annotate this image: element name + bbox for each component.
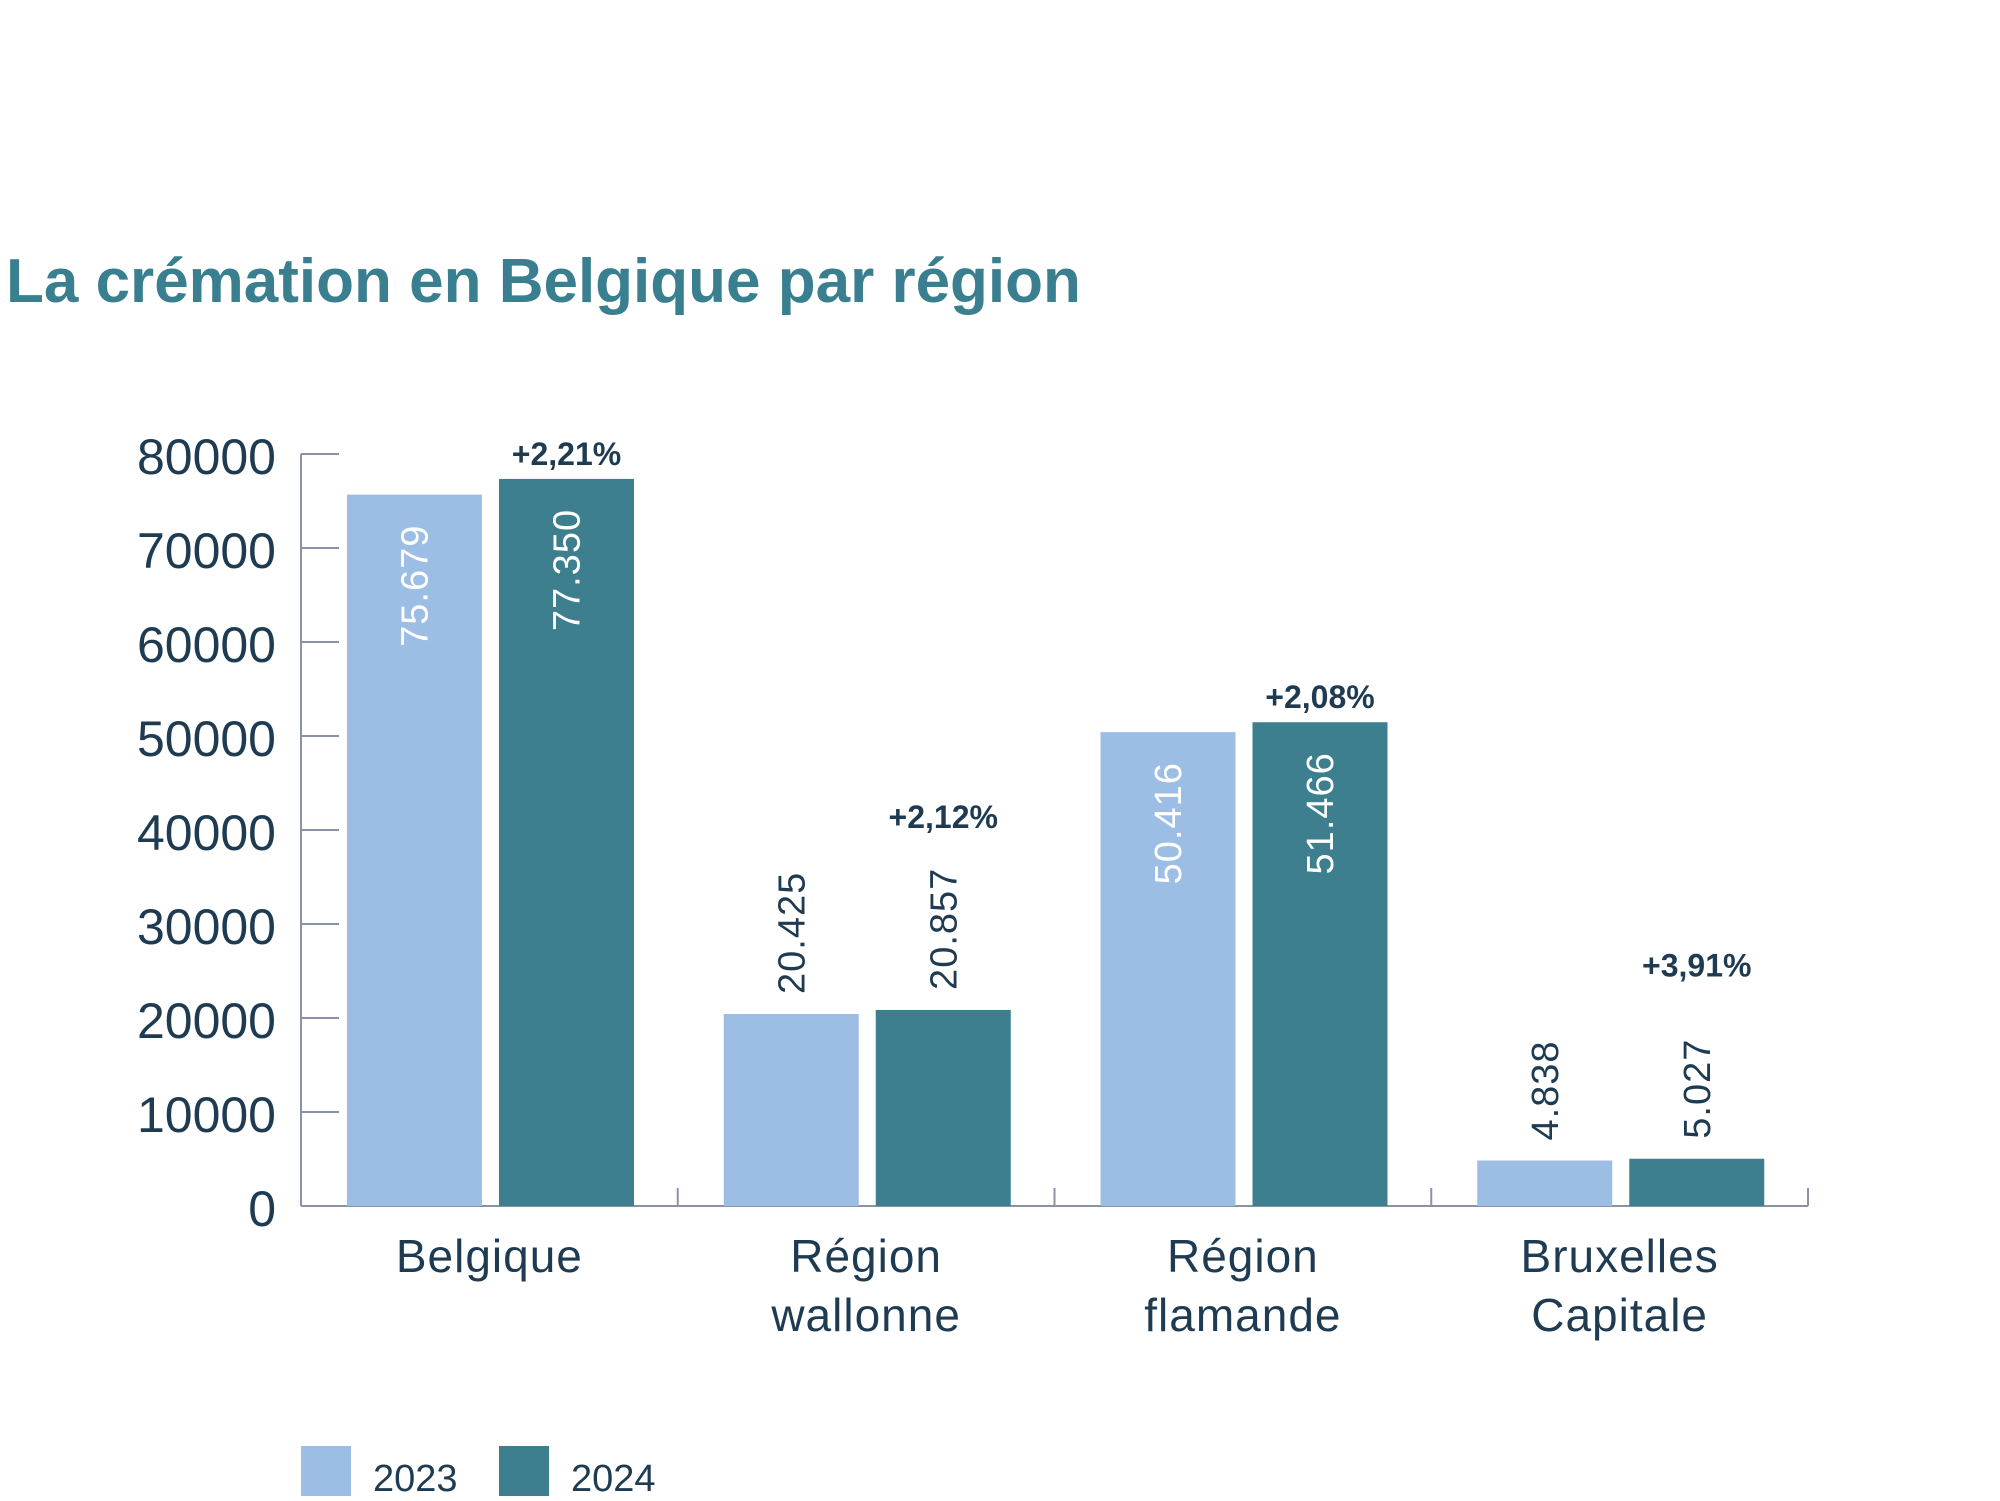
bar-2024 [1252, 722, 1388, 1206]
bar-2024 [875, 1009, 1011, 1206]
category-label: Région [790, 1230, 942, 1282]
bar-2023 [1100, 732, 1236, 1206]
legend-label: 2024 [571, 1458, 656, 1500]
value-label: 51.466 [1300, 752, 1342, 874]
value-label: 50.416 [1148, 762, 1190, 884]
change-label: +3,91% [1642, 948, 1751, 984]
y-tick-label: 50000 [137, 711, 276, 767]
y-tick-label: 30000 [137, 899, 276, 955]
bar-2023 [347, 494, 482, 1206]
x-axis-labels: Belgique Région wallonne Région flamande Brux… [396, 1230, 1719, 1341]
value-label: 77.350 [547, 509, 589, 631]
change-label: +2,08% [1265, 679, 1374, 715]
bar-2024 [499, 478, 634, 1206]
bar-2023 [1477, 1160, 1613, 1206]
chart-title: La crémation en Belgique par région [6, 247, 1081, 316]
value-label: 20.857 [923, 868, 965, 990]
change-label: +2,12% [889, 799, 998, 835]
change-label: +2,21% [512, 436, 621, 472]
bars: 75.679 77.350 +2,21% 20.425 20.857 +2,12% 50.4… [347, 436, 1765, 1206]
y-tick-label: 0 [248, 1181, 276, 1237]
legend: 2023 2024 [301, 1446, 656, 1500]
y-axis: 0 10000 20000 30000 40000 50000 60000 70000 8000… [137, 429, 1809, 1237]
value-label: 4.838 [1525, 1040, 1567, 1140]
value-label: 75.679 [395, 525, 437, 647]
value-label: 20.425 [771, 872, 813, 994]
bar-2023 [723, 1014, 859, 1206]
y-tick-label: 80000 [137, 429, 276, 485]
legend-label: 2023 [373, 1458, 458, 1500]
category-label: wallonne [770, 1289, 961, 1341]
category-label: flamande [1144, 1289, 1341, 1341]
y-tick-label: 40000 [137, 805, 276, 861]
y-tick-label: 70000 [137, 523, 276, 579]
value-label: 5.027 [1677, 1039, 1719, 1139]
y-tick-label: 10000 [137, 1087, 276, 1143]
bar-2024 [1629, 1158, 1765, 1206]
category-label: Bruxelles [1521, 1230, 1719, 1282]
legend-swatch-2024 [499, 1446, 549, 1496]
category-label: Région [1167, 1230, 1319, 1282]
y-tick-label: 60000 [137, 617, 276, 673]
category-label: Capitale [1531, 1289, 1708, 1341]
category-label: Belgique [396, 1230, 583, 1282]
y-tick-label: 20000 [137, 993, 276, 1049]
legend-swatch-2023 [301, 1446, 351, 1496]
